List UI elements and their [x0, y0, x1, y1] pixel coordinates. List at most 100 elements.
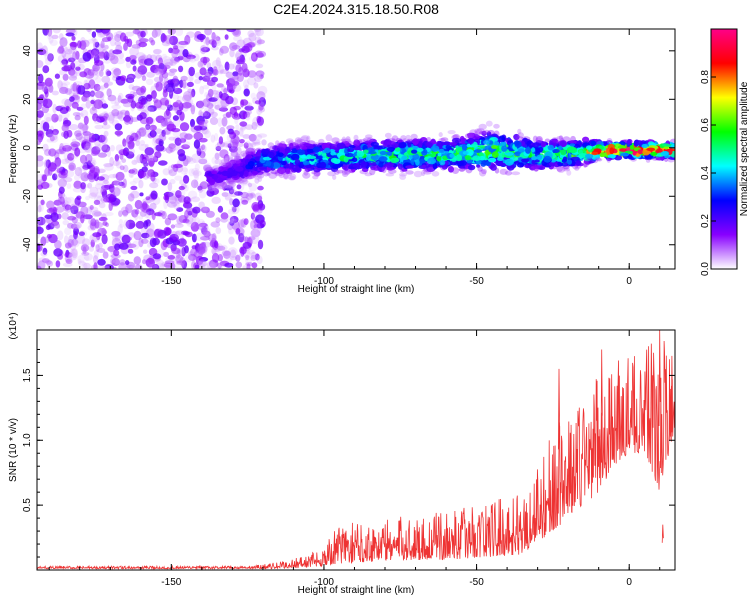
heatmap-noise-blob [194, 264, 200, 269]
heatmap-noise-blob [63, 64, 73, 72]
heatmap-noise-blob [190, 179, 199, 189]
heatmap-noise-blob [65, 170, 75, 178]
heatmap-noise-blob [51, 34, 59, 40]
heatmap-noise-blob [74, 115, 81, 121]
heatmap-noise-blob [176, 215, 183, 225]
heatmap-marks [37, 29, 675, 269]
heatmap-noise-blob [144, 105, 151, 113]
heatmap-signal-blob [305, 164, 312, 169]
heatmap-noise-blob [91, 31, 97, 38]
heatmap-signal-blob [569, 143, 576, 147]
heatmap-noise-blob [122, 102, 132, 108]
heatmap-noise-blob [193, 139, 201, 149]
heatmap-noise-blob [203, 230, 211, 238]
heatmap-noise-blob [82, 52, 92, 62]
heatmap-noise-blob [198, 190, 207, 199]
heatmap-noise-blob [149, 237, 157, 248]
heatmap-noise-blob [92, 63, 100, 72]
heatmap-signal-blob [532, 142, 541, 148]
heatmap-signal-blob [585, 157, 594, 165]
heatmap-noise-blob [166, 244, 172, 249]
heatmap-noise-blob [173, 87, 183, 95]
heatmap-signal-blob [277, 167, 285, 173]
heatmap-noise-blob [151, 29, 158, 38]
heatmap-noise-blob [215, 36, 221, 42]
heatmap-noise-blob [99, 85, 108, 90]
heatmap-noise-blob [62, 197, 72, 205]
heatmap-noise-blob [232, 84, 242, 92]
heatmap-signal-blob [378, 162, 384, 168]
heatmap-noise-blob [62, 220, 70, 226]
heatmap-noise-blob [184, 254, 193, 263]
heatmap-signal-blob [525, 146, 531, 154]
heatmap-noise-blob [203, 230, 211, 238]
heatmap-noise-blob [223, 88, 228, 94]
heatmap-noise-blob [221, 86, 227, 93]
heatmap-signal-blob [340, 138, 347, 142]
heatmap-noise-blob [54, 223, 61, 229]
heatmap-noise-blob [168, 169, 177, 177]
heatmap-noise-blob [174, 262, 185, 269]
heatmap-signal-blob [386, 151, 393, 156]
heatmap-signal-blob [438, 148, 446, 154]
heatmap-noise-blob [100, 40, 105, 49]
heatmap-noise-blob [229, 49, 235, 58]
heatmap-noise-blob [196, 100, 204, 109]
heatmap-noise-blob [186, 207, 195, 214]
heatmap-noise-blob [114, 97, 120, 106]
heatmap-signal-blob [476, 164, 481, 168]
heatmap-noise-blob [138, 38, 149, 43]
heatmap-noise-blob [179, 246, 185, 256]
heatmap-noise-blob [37, 159, 44, 167]
heatmap-noise-blob [98, 51, 106, 59]
heatmap-noise-blob [96, 180, 105, 186]
heatmap-signal-blob [300, 139, 306, 144]
heatmap-noise-blob [98, 216, 108, 222]
heatmap-signal-blob [229, 157, 234, 161]
heatmap-noise-blob [168, 143, 176, 150]
heatmap-noise-blob [82, 131, 91, 136]
heatmap-signal-blob [325, 134, 333, 142]
heatmap-noise-blob [162, 55, 171, 65]
heatmap-noise-blob [208, 97, 218, 102]
heatmap-noise-blob [70, 205, 79, 215]
heatmap-noise-blob [112, 69, 120, 79]
heatmap-noise-blob [161, 53, 167, 60]
heatmap-noise-blob [137, 129, 148, 137]
heatmap-noise-blob [120, 75, 127, 82]
heatmap-noise-blob [164, 62, 174, 67]
heatmap-signal-blob [400, 135, 407, 141]
heatmap-signal-blob [405, 134, 411, 139]
heatmap-noise-blob [238, 253, 243, 258]
heatmap-noise-blob [97, 258, 106, 266]
heatmap-signal-blob [593, 148, 602, 153]
heatmap-signal-blob [211, 170, 218, 175]
heatmap-noise-blob [255, 63, 264, 69]
heatmap-noise-blob [107, 246, 117, 252]
heatmap-signal-blob [204, 166, 213, 170]
heatmap-noise-blob [45, 224, 51, 231]
heatmap-noise-blob [240, 179, 250, 186]
heatmap-noise-blob [149, 124, 157, 131]
heatmap-signal-blob [300, 136, 309, 141]
heatmap-noise-blob [112, 49, 123, 55]
heatmap-noise-blob [194, 163, 200, 171]
heatmap-noise-blob [208, 39, 216, 45]
heatmap-noise-blob [225, 111, 231, 118]
heatmap-noise-blob [171, 49, 178, 59]
heatmap-noise-blob [142, 259, 147, 265]
heatmap-noise-blob [224, 262, 234, 268]
heatmap-noise-blob [147, 105, 157, 112]
heatmap-noise-blob [214, 143, 224, 150]
heatmap-signal-blob [532, 135, 538, 143]
heatmap-signal-blob [294, 158, 301, 166]
heatmap-noise-blob [50, 212, 59, 222]
snr-y-axis-label: SNR (10 * v/v) [8, 418, 19, 482]
heatmap-noise-blob [177, 55, 184, 61]
heatmap-noise-blob [68, 164, 75, 170]
heatmap-noise-blob [125, 260, 130, 266]
heatmap-noise-blob [198, 259, 206, 268]
heatmap-signal-blob [425, 142, 433, 148]
heatmap-noise-blob [226, 133, 234, 142]
heatmap-signal-blob [650, 151, 658, 156]
